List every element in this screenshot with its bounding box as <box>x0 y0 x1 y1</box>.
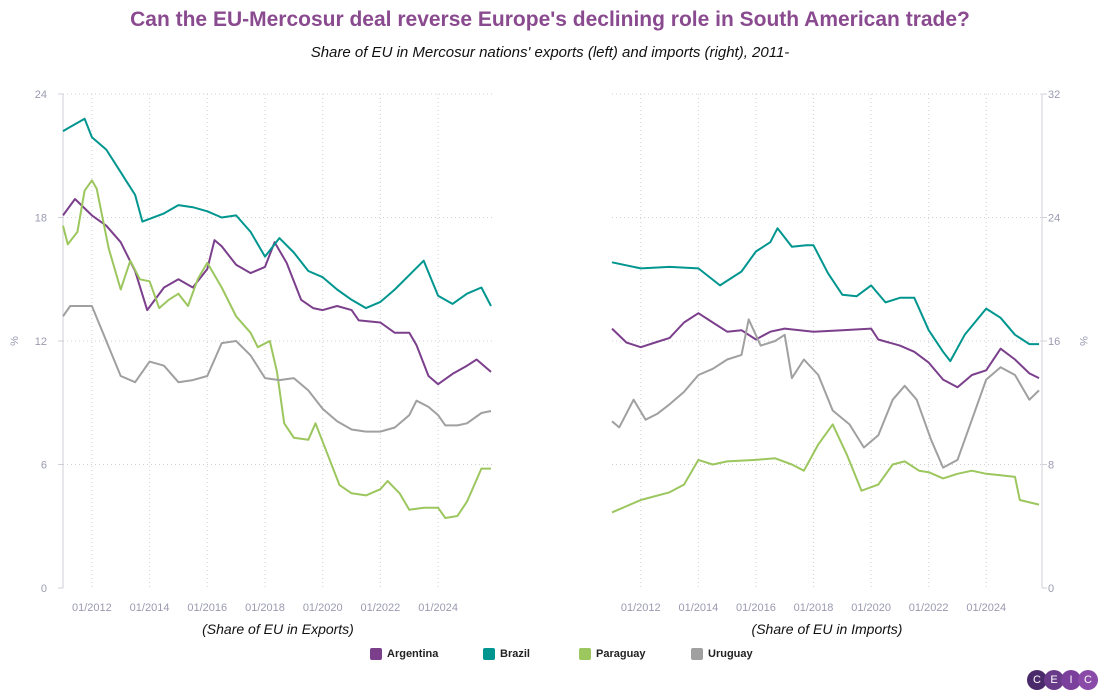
legend-item-argentina[interactable]: Argentina <box>370 648 438 660</box>
y-tick-label: 0 <box>41 583 47 595</box>
series-line-paraguay <box>611 423 1040 514</box>
legend-swatch <box>579 648 591 660</box>
legend-label: Paraguay <box>596 648 646 660</box>
y-tick-label: 18 <box>35 213 47 225</box>
legend-swatch <box>370 648 382 660</box>
y-tick-label: 8 <box>1048 460 1054 472</box>
x-tick-label: 01/2016 <box>736 602 776 614</box>
legend-label: Argentina <box>387 648 439 660</box>
series-line-brazil <box>62 117 492 310</box>
y-axis-label: % <box>9 336 21 346</box>
x-tick-label: 01/2012 <box>72 602 112 614</box>
legend-swatch <box>691 648 703 660</box>
x-tick-label: 01/2022 <box>909 602 949 614</box>
series-line-uruguay <box>62 305 492 433</box>
x-tick-label: 01/2024 <box>966 602 1006 614</box>
x-tick-label: 01/2024 <box>418 602 458 614</box>
x-tick-label: 01/2012 <box>621 602 661 614</box>
x-axis-caption: (Share of EU in Imports) <box>752 621 903 637</box>
y-axis-label: % <box>1077 336 1089 346</box>
y-tick-label: 6 <box>41 460 47 472</box>
legend-item-paraguay[interactable]: Paraguay <box>579 648 646 660</box>
y-tick-label: 0 <box>1048 583 1054 595</box>
series-line-argentina <box>62 198 492 386</box>
x-tick-label: 01/2014 <box>678 602 718 614</box>
x-tick-label: 01/2014 <box>130 602 170 614</box>
chart-title: Can the EU-Mercosur deal reverse Europe'… <box>130 8 970 31</box>
y-tick-label: 12 <box>35 336 47 348</box>
x-tick-label: 01/2020 <box>851 602 891 614</box>
series-line-uruguay <box>611 318 1040 469</box>
y-tick-label: 24 <box>35 89 47 101</box>
chart-subtitle: Share of EU in Mercosur nations' exports… <box>310 44 790 61</box>
x-tick-label: 01/2018 <box>245 602 285 614</box>
legend-label: Brazil <box>500 648 530 660</box>
series-line-argentina <box>611 312 1040 389</box>
series-line-paraguay <box>62 179 491 519</box>
legend-swatch <box>483 648 495 660</box>
x-tick-label: 01/2020 <box>303 602 343 614</box>
legend-item-brazil[interactable]: Brazil <box>483 648 530 660</box>
y-tick-label: 16 <box>1048 336 1060 348</box>
legend-item-uruguay[interactable]: Uruguay <box>691 648 753 660</box>
y-tick-label: 32 <box>1048 89 1060 101</box>
x-tick-label: 01/2018 <box>794 602 834 614</box>
legend-label: Uruguay <box>708 648 753 660</box>
series-line-brazil <box>611 227 1039 363</box>
legend: Argentina Brazil Paraguay Uruguay <box>0 648 1100 664</box>
x-tick-label: 01/2022 <box>361 602 401 614</box>
x-tick-label: 01/2016 <box>187 602 227 614</box>
x-axis-caption: (Share of EU in Exports) <box>202 621 354 637</box>
y-tick-label: 24 <box>1048 213 1060 225</box>
